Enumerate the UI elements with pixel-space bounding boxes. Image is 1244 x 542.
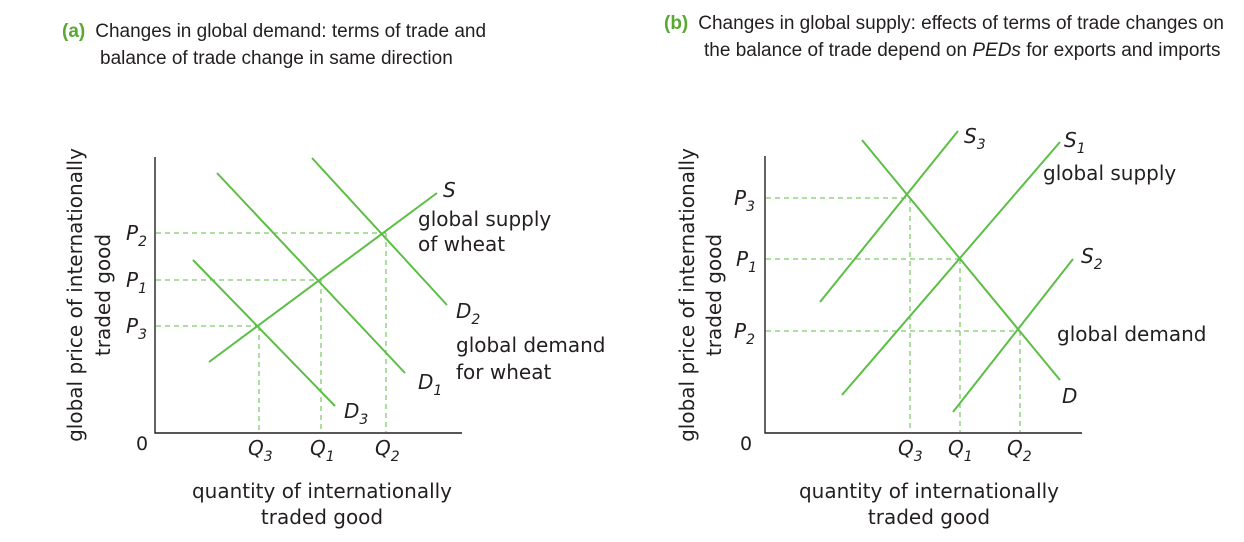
panel-b-demand-desc: global demand (1057, 322, 1206, 346)
panel-b-quantity-label-q2: Q2 (1007, 436, 1032, 465)
panel-a-demand-d3-label: D3 (344, 399, 368, 428)
panel-a-demand-d2-label: D2 (456, 299, 480, 328)
panel-a-tag: (a) (62, 21, 86, 42)
panel-a-caption-line2: balance of trade change in same directio… (100, 48, 453, 69)
panel-b-demand-label: D (1062, 384, 1077, 408)
panel-b-supply-s1-label: S1 (1064, 128, 1086, 157)
panel-a-price-label-p3: P3 (126, 314, 147, 343)
panel-b-x-axis-title-line1: quantity of internationally (799, 479, 1059, 503)
panel-a-y-axis-title-line1: global price of internationally (63, 148, 87, 442)
panel-b-caption: (b) Changes in global supply: effects of … (664, 10, 1224, 64)
panel-a-y-axis-title-line2: traded good (91, 234, 115, 356)
panel-a-caption: (a) Changes in global demand: terms of tr… (62, 18, 486, 72)
panel-a-demand-d1-label: D1 (418, 370, 442, 399)
panel-a-axes (154, 157, 462, 434)
panel-b-supply-s1-curve (841, 141, 1061, 396)
panel-a-demand-d3-curve (192, 259, 336, 407)
panel-a-origin: 0 (136, 433, 148, 455)
panel-a-quantity-label-q1: Q1 (310, 436, 335, 465)
panel-a-demand-d2-curve (311, 157, 448, 306)
panel-b-caption-peds: PEDs (972, 40, 1021, 61)
panel-a-quantity-label-q2: Q2 (375, 436, 400, 465)
panel-a-demand-desc-line1: global demand (456, 333, 605, 357)
panel-b-caption-line2-pre: the balance of trade depend on (704, 40, 973, 61)
panel-b-supply-desc: global supply (1043, 161, 1176, 185)
panel-b-supply-s2-curve (952, 258, 1074, 413)
panel-a-supply-desc-line2: of wheat (418, 232, 505, 256)
panel-a-price-label-p2: P2 (126, 221, 147, 250)
panel-b-price-label-p3: P3 (734, 186, 755, 215)
panel-b-diagram: global price of internationally traded g… (675, 124, 1206, 529)
panel-b-quantity-label-q1: Q1 (948, 436, 973, 465)
panel-b-origin: 0 (740, 433, 752, 455)
panel-a-supply-label: S (443, 178, 456, 202)
panel-b-y-axis-title-line1: global price of internationally (675, 148, 699, 442)
panel-b-axes (764, 156, 1082, 434)
panel-b-caption-line2: the balance of trade depend on PEDs for … (664, 37, 1224, 64)
panel-b-x-axis-title-line2: traded good (868, 505, 990, 529)
panel-a-diagram: global price of internationally traded g… (63, 148, 605, 529)
panel-b-supply-s2-label: S2 (1081, 244, 1103, 273)
panel-b-price-label-p2: P2 (734, 319, 755, 348)
panel-b-supply-s3-label: S3 (964, 124, 986, 153)
panel-a-demand-desc-line2: for wheat (456, 360, 551, 384)
panel-a-x-axis-title-line1: quantity of internationally (192, 479, 452, 503)
panel-b-demand-curve (861, 139, 1061, 381)
panel-b-y-axis-title-line2: traded good (702, 234, 726, 356)
panel-a-caption-line1: Changes in global demand: terms of trade… (95, 21, 487, 42)
panel-b-supply-s3-curve (819, 130, 959, 303)
panel-b-tag: (b) (664, 13, 689, 34)
panel-a-price-label-p1: P1 (126, 268, 147, 297)
panel-a-supply-desc-line1: global supply (418, 207, 551, 231)
panel-b-caption-line1: Changes in global supply: effects of ter… (698, 13, 1224, 34)
panel-a-demand-d1-curve (216, 172, 406, 374)
panel-b-caption-line2-post: for exports and imports (1020, 40, 1221, 61)
panel-b-price-label-p1: P1 (736, 247, 757, 276)
panel-a-supply-curve (208, 192, 438, 363)
panel-a-x-axis-title-line2: traded good (261, 505, 383, 529)
panel-b-quantity-label-q3: Q3 (898, 436, 923, 465)
panel-a-quantity-label-q3: Q3 (248, 436, 273, 465)
